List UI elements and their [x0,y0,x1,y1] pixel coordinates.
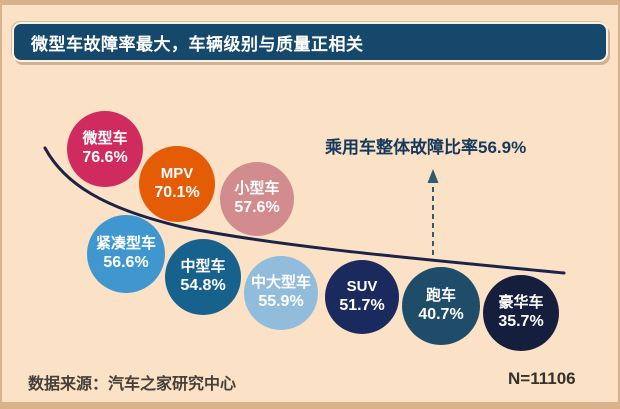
chart-bubble: SUV 51.7% [325,260,399,334]
bubble-value: 76.6% [82,149,128,167]
bubble-label: 中大型车 [250,273,311,291]
bubble-label: SUV [346,277,378,295]
chart-bubble: MPV 70.1% [139,146,215,222]
arrow-up-icon [427,169,439,183]
bubble-value: 40.7% [418,306,464,324]
bubble-value: 57.6% [234,199,280,217]
bubble-value: 54.8% [180,277,226,295]
data-source-label: 数据来源：汽车之家研究中心 [28,376,237,393]
chart-bubble: 中大型车 55.9% [244,256,318,330]
bubble-label: MPV [160,164,194,182]
trend-curve-line [43,146,566,275]
bubble-value: 51.7% [339,297,385,315]
chart-bubble: 紧凑型车 56.6% [87,215,165,293]
bubble-label: 紧凑型车 [95,234,156,252]
chart-bubble: 微型车 76.6% [67,111,143,187]
bubble-label: 小型车 [234,179,280,197]
page-background: 微型车故障率最大，车辆级别与质量正相关 乘用车整体故障比率56.9% 微型车 76… [2,5,618,402]
overall-rate-annotation: 乘用车整体故障比率56.9% [325,138,527,157]
chart-bubble: 小型车 57.6% [220,162,294,236]
page-title: 微型车故障率最大，车辆级别与质量正相关 [31,34,364,54]
chart-bubble: 跑车 40.7% [402,267,480,345]
sample-size-label: N=11106 [508,369,576,388]
title-bar: 微型车故障率最大，车辆级别与质量正相关 [12,22,608,62]
chart-bubble: 豪华车 35.7% [483,275,559,351]
chart-canvas [43,146,566,275]
bubble-label: 中型车 [180,257,226,275]
bubble-value: 55.9% [258,293,304,311]
bubble-label: 豪华车 [498,293,544,311]
chart-bubble: 中型车 54.8% [165,239,241,315]
bubble-label: 跑车 [425,286,456,304]
bubble-value: 56.6% [103,254,149,272]
bubble-value: 70.1% [154,184,200,202]
bubble-label: 微型车 [82,129,128,147]
bubble-value: 35.7% [498,313,544,331]
